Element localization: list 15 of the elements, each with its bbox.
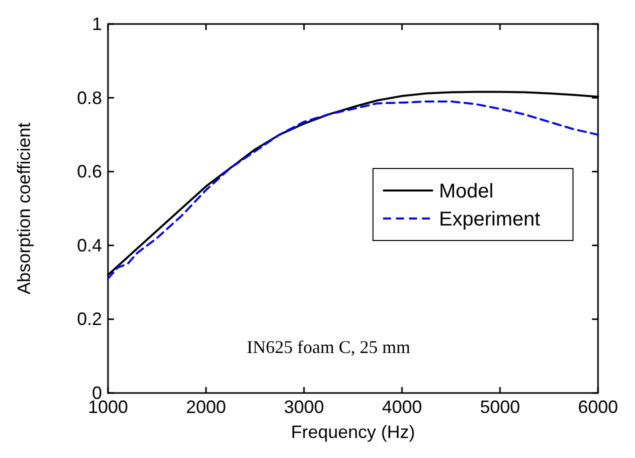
legend-label: Model <box>439 180 494 202</box>
y-tick-label: 1 <box>92 14 102 34</box>
x-tick-label: 2000 <box>186 397 226 417</box>
y-tick-label: 0.6 <box>76 162 102 182</box>
x-tick-label: 5000 <box>480 397 520 417</box>
y-tick-label: 0.4 <box>76 235 102 256</box>
annotation: IN625 foam C, 25 mm <box>246 337 410 357</box>
x-tick-label: 3000 <box>284 397 324 417</box>
x-tick-label: 6000 <box>578 397 618 417</box>
y-tick-label: 0.8 <box>76 88 102 108</box>
y-tick-label: 0.2 <box>76 309 102 330</box>
legend-label: Experiment <box>439 208 541 230</box>
x-tick-label: 4000 <box>382 397 422 417</box>
y-axis-title: Absorption coefficient <box>14 122 34 294</box>
x-axis-title: Frequency (Hz) <box>290 422 416 442</box>
